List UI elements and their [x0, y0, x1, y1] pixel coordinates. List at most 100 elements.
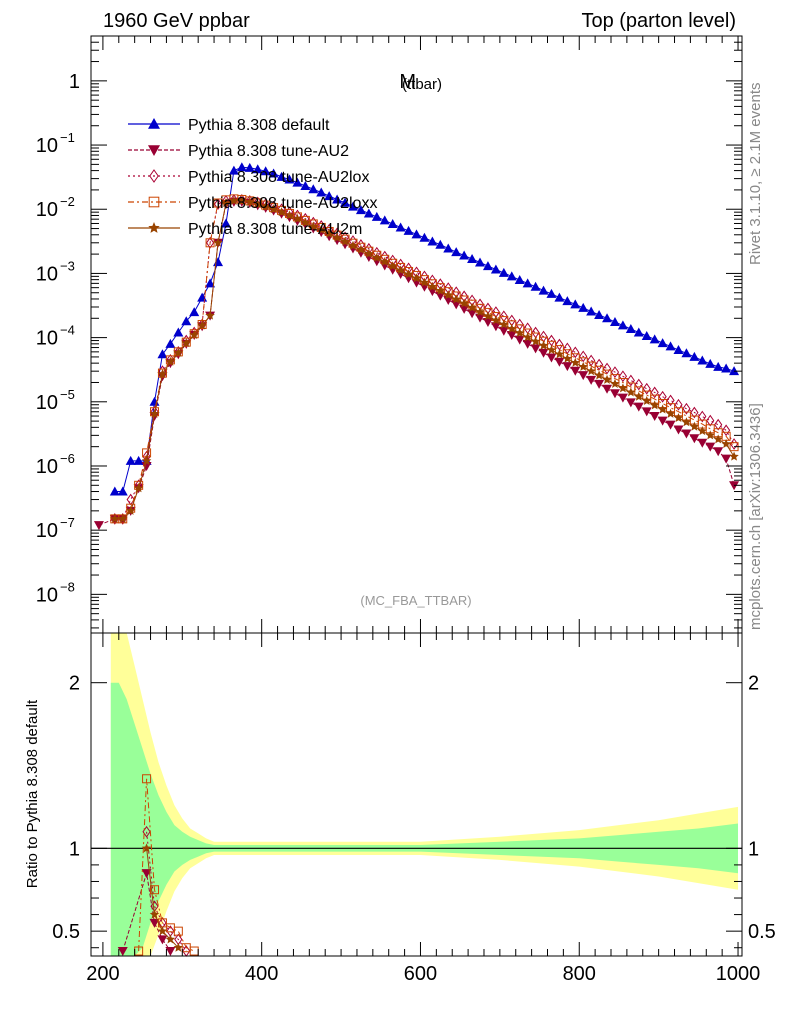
data-point-AU2lox [571, 346, 580, 359]
data-point-AU2m [618, 383, 628, 393]
data-point-AU2lox [594, 358, 604, 371]
data-point-default [506, 271, 517, 281]
data-point-default [244, 162, 255, 172]
ratio-point-AU2loxx [150, 885, 160, 895]
series-line-AU2m [114, 200, 735, 520]
ratio-point-AU2 [157, 935, 168, 945]
data-point-default [213, 257, 224, 267]
ratio-y-tick-label: 0.5 [52, 921, 80, 943]
data-point-AU2m [602, 374, 612, 384]
data-point-default [681, 348, 692, 358]
chart-title-sub: (ttbar) [402, 76, 442, 93]
data-point-AU2m [348, 240, 358, 250]
data-point-AU2 [395, 269, 406, 279]
data-point-default [173, 327, 184, 337]
data-point-AU2m [522, 332, 533, 342]
legend-marker-AU2 [148, 145, 160, 156]
data-point-AU2m [483, 311, 493, 321]
legend-marker-AU2loxx [148, 196, 160, 208]
data-point-default [332, 194, 343, 204]
data-point-AU2m [530, 336, 541, 346]
ratio-y-axis-label: Ratio to Pythia 8.308 default [24, 699, 41, 888]
y-tick-exponent: −1 [60, 130, 75, 145]
data-point-AU2lox [221, 194, 231, 207]
data-point-AU2m [395, 265, 406, 275]
data-point-AU2m [387, 261, 398, 271]
data-point-AU2 [665, 420, 676, 430]
data-point-AU2m [570, 357, 581, 367]
legend-marker-AU2lox [149, 169, 159, 183]
data-point-AU2lox [666, 394, 675, 407]
data-point-AU2m [673, 412, 684, 423]
y-tick-label: 10 [36, 135, 58, 157]
data-point-AU2lox [587, 354, 596, 367]
x-tick-labels: 200 400 600 800 1000 [86, 963, 760, 985]
data-point-AU2lox [626, 374, 635, 387]
data-point-default [260, 166, 271, 176]
data-point-AU2m [141, 455, 152, 465]
y-tick-exponent: −5 [60, 387, 75, 402]
data-point-default [657, 338, 668, 348]
data-point-default [721, 363, 732, 373]
data-point-AU2lox [714, 418, 723, 431]
data-point-AU2 [570, 366, 581, 376]
data-point-AU2loxx [205, 238, 215, 248]
data-point-AU2 [681, 429, 692, 439]
data-point-AU2m [268, 204, 279, 214]
data-point-default [514, 274, 525, 284]
data-point-AU2m [697, 426, 708, 436]
ratio-point-AU2m [141, 843, 152, 853]
data-point-AU2m [245, 196, 255, 206]
data-point-AU2 [514, 335, 525, 345]
series-AU2m [110, 195, 739, 523]
data-point-default [673, 345, 684, 355]
data-point-default [451, 247, 462, 257]
y-tick-label: 10 [36, 584, 58, 606]
data-point-AU2m [657, 404, 668, 414]
data-point-AU2m [435, 285, 446, 295]
data-point-AU2lox [690, 406, 699, 419]
data-point-AU2lox [563, 342, 572, 355]
data-point-default [228, 165, 239, 175]
data-point-AU2lox [253, 196, 262, 209]
data-point-AU2m [340, 236, 350, 246]
ratio-point-AU2m [149, 909, 160, 919]
data-point-AU2 [586, 375, 597, 385]
data-point-AU2 [673, 425, 684, 435]
data-point-AU2lox [182, 334, 191, 347]
x-tick-label: 800 [563, 963, 596, 985]
data-point-AU2 [387, 265, 398, 275]
data-point-default [347, 201, 358, 211]
ratio-curves [117, 774, 199, 957]
legend-marker-default [148, 118, 160, 129]
data-point-default [387, 218, 398, 228]
rivet-version-label: Rivet 3.1.10, ≥ 2.1M events [747, 83, 764, 266]
data-point-AU2 [482, 318, 493, 328]
data-point-AU2m [546, 345, 557, 355]
data-point-default [371, 211, 382, 221]
data-point-AU2m [713, 434, 723, 444]
data-point-default [602, 313, 613, 323]
data-point-default [379, 215, 390, 225]
data-point-AU2m [681, 417, 692, 427]
data-point-AU2m [332, 232, 342, 242]
y-tick-label: 10 [36, 199, 58, 221]
data-point-AU2lox [237, 193, 246, 206]
data-point-default [276, 171, 287, 181]
data-point-AU2 [475, 313, 486, 323]
data-point-default [300, 181, 311, 191]
data-point-AU2m [379, 256, 390, 266]
data-point-default [268, 168, 279, 178]
data-point-AU2m [729, 451, 739, 461]
data-point-default [578, 302, 589, 312]
data-point-default [713, 361, 724, 371]
data-point-AU2m [491, 315, 501, 325]
data-point-AU2m [237, 195, 247, 205]
data-point-AU2m [372, 252, 382, 262]
data-point-default [189, 307, 200, 317]
data-point-default [633, 327, 644, 337]
data-point-AU2lox [579, 350, 588, 363]
data-point-AU2 [308, 224, 319, 234]
data-point-AU2m [181, 338, 192, 348]
